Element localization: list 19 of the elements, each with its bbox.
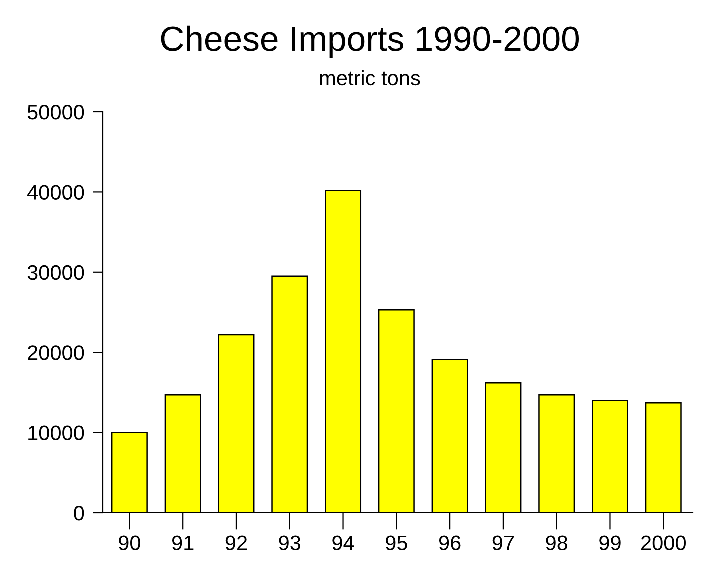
x-tick-label: 99 [600, 536, 621, 551]
x-tick-label: 95 [386, 536, 408, 551]
chart-title: Cheese Imports 1990-2000 [161, 26, 580, 58]
y-tick-label: 50000 [28, 105, 84, 120]
x-tick-label: 91 [172, 536, 194, 551]
x-tick-label: 90 [119, 536, 140, 551]
x-tick-label: 2000 [642, 536, 686, 551]
y-tick-label: 10000 [28, 426, 84, 441]
x-tick-label: 94 [332, 536, 354, 551]
x-tick-label: 98 [546, 536, 568, 551]
y-tick-label: 20000 [28, 346, 84, 360]
x-tick-label: 96 [439, 536, 461, 551]
y-tick-label: 30000 [28, 265, 84, 280]
chart-subtitle: metric tons [320, 70, 420, 86]
x-tick-label: 92 [226, 536, 248, 551]
x-tick-label: 97 [492, 536, 514, 551]
y-tick-label: 0 [74, 506, 84, 521]
x-tick-label: 93 [279, 536, 301, 551]
y-tick-label: 40000 [27, 185, 84, 200]
